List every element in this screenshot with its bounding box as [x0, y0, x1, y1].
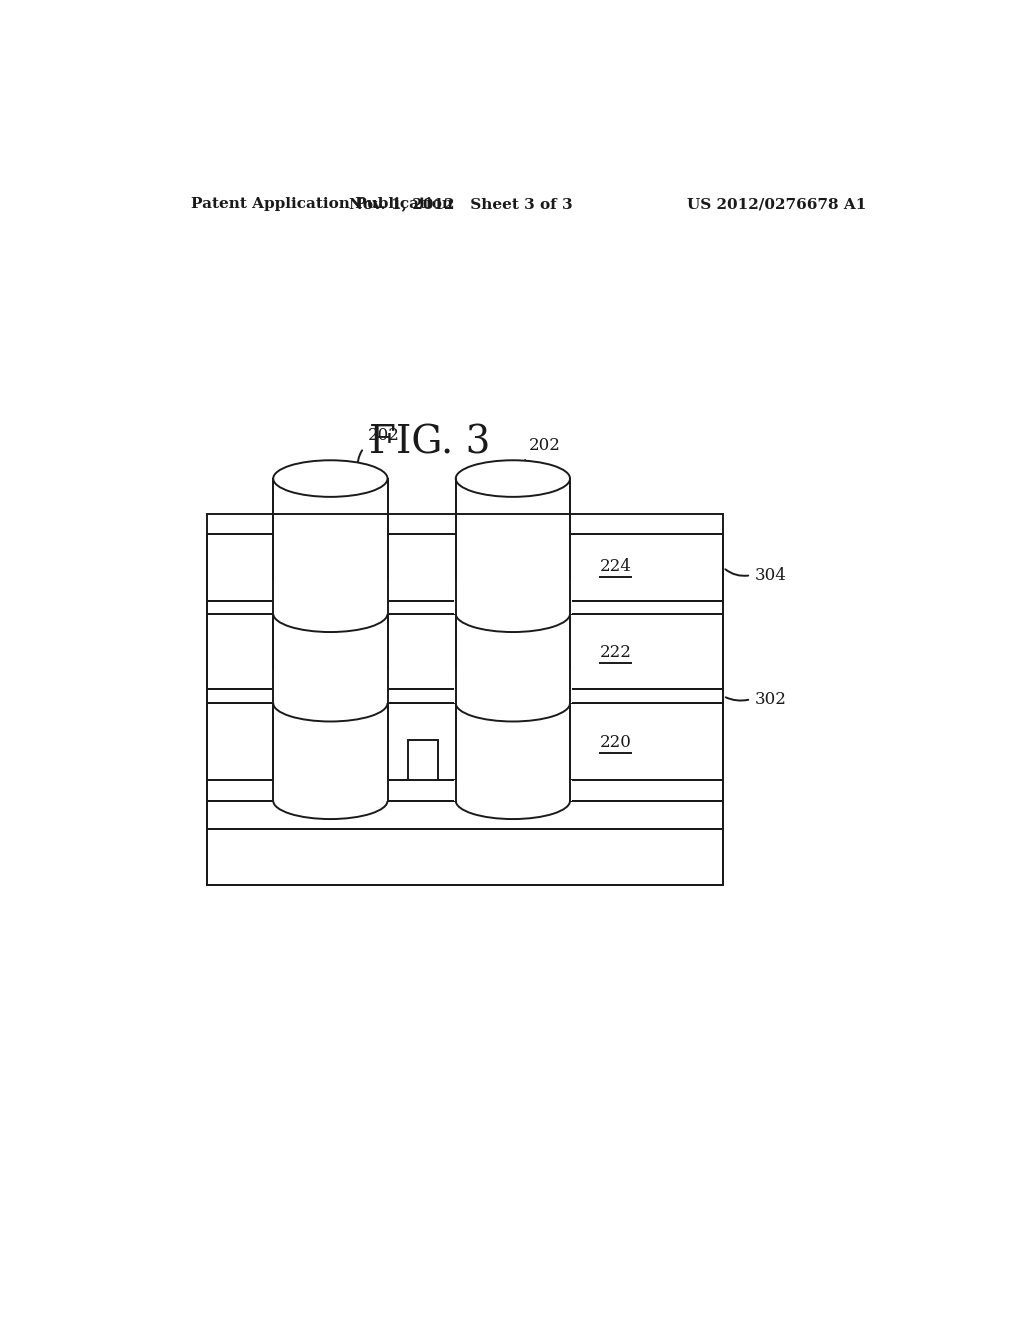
- Ellipse shape: [456, 783, 570, 818]
- Text: 202: 202: [528, 437, 561, 454]
- Text: 220: 220: [600, 734, 632, 751]
- Bar: [409, 739, 438, 780]
- Bar: [455, 780, 571, 801]
- Bar: [271, 669, 389, 689]
- Bar: [207, 780, 723, 801]
- Text: Nov. 1, 2012   Sheet 3 of 3: Nov. 1, 2012 Sheet 3 of 3: [349, 197, 573, 211]
- Ellipse shape: [273, 685, 387, 722]
- Bar: [455, 682, 571, 704]
- Ellipse shape: [273, 783, 387, 818]
- Ellipse shape: [273, 582, 387, 619]
- Bar: [456, 479, 570, 801]
- Bar: [455, 669, 571, 689]
- Bar: [271, 581, 389, 601]
- Bar: [207, 689, 723, 704]
- Bar: [273, 479, 387, 801]
- Bar: [207, 704, 723, 780]
- Ellipse shape: [456, 461, 570, 496]
- Text: 224: 224: [600, 558, 632, 576]
- Ellipse shape: [456, 685, 570, 722]
- Text: 222: 222: [600, 644, 632, 661]
- Ellipse shape: [456, 595, 570, 632]
- Bar: [207, 515, 723, 886]
- Bar: [207, 801, 723, 829]
- Bar: [271, 780, 389, 801]
- Bar: [207, 601, 723, 614]
- Bar: [455, 594, 571, 614]
- Text: 304: 304: [755, 566, 786, 583]
- Text: 202: 202: [368, 428, 399, 445]
- Ellipse shape: [273, 595, 387, 632]
- Bar: [207, 614, 723, 689]
- Text: FIG. 3: FIG. 3: [369, 425, 490, 462]
- Text: US 2012/0276678 A1: US 2012/0276678 A1: [687, 197, 866, 211]
- Bar: [271, 682, 389, 704]
- Ellipse shape: [273, 461, 387, 496]
- Bar: [271, 594, 389, 614]
- Text: 302: 302: [755, 690, 786, 708]
- Ellipse shape: [273, 671, 387, 708]
- Text: Patent Application Publication: Patent Application Publication: [191, 197, 454, 211]
- Bar: [207, 829, 723, 886]
- Ellipse shape: [456, 671, 570, 708]
- Bar: [455, 581, 571, 601]
- Bar: [207, 535, 723, 601]
- Ellipse shape: [456, 582, 570, 619]
